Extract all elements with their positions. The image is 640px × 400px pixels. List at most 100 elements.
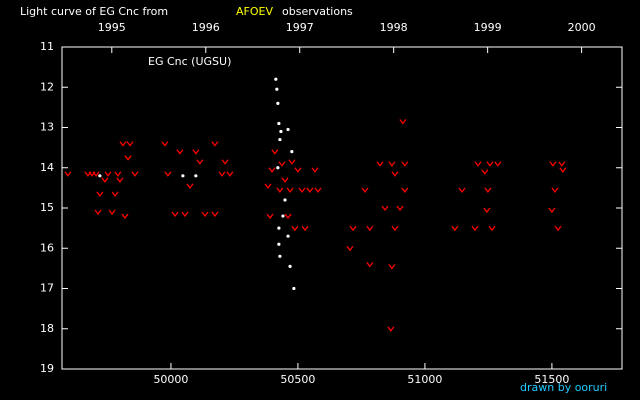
upper-limit-point (101, 177, 109, 183)
upper-limit-point (401, 161, 409, 167)
y-tick-label: 15 (40, 201, 54, 214)
x2-tick-label: 1997 (286, 21, 314, 34)
x-tick-label: 51000 (407, 373, 442, 386)
upper-limit-point (551, 187, 559, 193)
observation-point (283, 198, 287, 202)
upper-limit-point (268, 167, 276, 173)
upper-limit-point (121, 213, 129, 220)
observation-point (278, 137, 282, 142)
upper-limit-point (366, 261, 374, 268)
y-tick-label: 12 (40, 80, 54, 93)
upper-limit-point (559, 167, 567, 173)
upper-limit-point (104, 171, 112, 177)
x-tick-label: 51500 (534, 373, 569, 386)
upper-limit-point (298, 187, 306, 193)
upper-limit-point (349, 225, 357, 232)
upper-limit-point (181, 211, 189, 218)
y-tick-label: 19 (40, 362, 54, 375)
x2-tick-label: 1999 (474, 21, 502, 34)
upper-limit-point (549, 161, 557, 167)
chart-title: Light curve of EG Cnc from (20, 5, 168, 18)
observation-point (286, 234, 290, 238)
upper-limit-point (311, 167, 319, 173)
observation-point (286, 127, 290, 132)
observation-point (277, 226, 281, 230)
observation-point (277, 121, 281, 126)
upper-limit-point (284, 213, 292, 220)
x-tick-label: 50500 (280, 373, 315, 386)
upper-limit-point (278, 161, 286, 167)
upper-limit-point (346, 245, 354, 252)
upper-limit-point (131, 171, 139, 177)
x2-tick-label: 1998 (380, 21, 408, 34)
observation-point (275, 87, 279, 91)
upper-limit-point (483, 207, 491, 214)
upper-limit-point (164, 171, 172, 177)
observation-point (274, 77, 278, 81)
upper-limit-point (388, 263, 396, 270)
upper-limit-point (276, 187, 284, 193)
upper-limit-point (401, 187, 409, 193)
observation-point (288, 264, 292, 268)
upper-limit-point (288, 159, 296, 165)
y-tick-label: 16 (40, 241, 54, 254)
observation-point (281, 214, 285, 218)
upper-limit-point (116, 177, 124, 183)
upper-limit-point (314, 187, 322, 193)
observation-point (276, 166, 280, 170)
upper-limit-point (186, 183, 194, 189)
observation-point (290, 150, 294, 154)
y-tick-label: 17 (40, 282, 54, 295)
upper-limit-point (64, 171, 72, 177)
upper-limit-point (171, 211, 179, 218)
upper-limit-point (201, 211, 209, 218)
upper-limit-point (281, 177, 289, 183)
upper-limit-point (474, 161, 482, 167)
upper-limit-point (366, 225, 374, 232)
upper-limit-point (484, 187, 492, 193)
upper-limit-point (266, 213, 274, 220)
observation-point (278, 254, 282, 258)
upper-limit-point (486, 161, 494, 167)
upper-limit-point (458, 187, 466, 193)
observation-point (98, 174, 102, 178)
y-tick-label: 11 (40, 40, 54, 53)
observation-point (181, 174, 185, 178)
upper-limit-point (221, 159, 229, 165)
annotation: EG Cnc (UGSU) (148, 55, 231, 68)
upper-limit-point (376, 161, 384, 167)
upper-limit-point (381, 205, 389, 212)
y-tick-label: 18 (40, 322, 54, 335)
x2-tick-label: 2000 (568, 21, 596, 34)
upper-limit-point (218, 171, 226, 177)
upper-limit-point (396, 205, 404, 212)
upper-limit-point (124, 155, 132, 161)
upper-limit-point (226, 171, 234, 177)
upper-limit-point (96, 191, 104, 197)
observation-point (279, 129, 283, 134)
upper-limit-point (211, 211, 219, 218)
y-tick-label: 13 (40, 121, 54, 134)
upper-limit-point (161, 141, 169, 147)
upper-limit-point (494, 161, 502, 167)
chart-title-end: observations (282, 5, 353, 18)
upper-limit-point (126, 141, 134, 147)
upper-limit-point (471, 225, 479, 232)
observation-point (277, 242, 281, 246)
upper-limit-point (451, 225, 459, 232)
x-tick-label: 50000 (153, 373, 188, 386)
upper-limit-point (286, 187, 294, 193)
upper-limit-point (388, 161, 396, 167)
upper-limit-point (108, 209, 116, 216)
upper-limit-point (291, 225, 299, 232)
observation-point (276, 101, 280, 105)
upper-limit-point (111, 191, 119, 197)
upper-limit-point (361, 187, 369, 193)
upper-limit-point (558, 161, 566, 167)
credit: drawn by ooruri (520, 381, 607, 394)
upper-limit-point (119, 141, 127, 147)
upper-limit-point (481, 169, 489, 175)
observation-point (194, 174, 198, 178)
